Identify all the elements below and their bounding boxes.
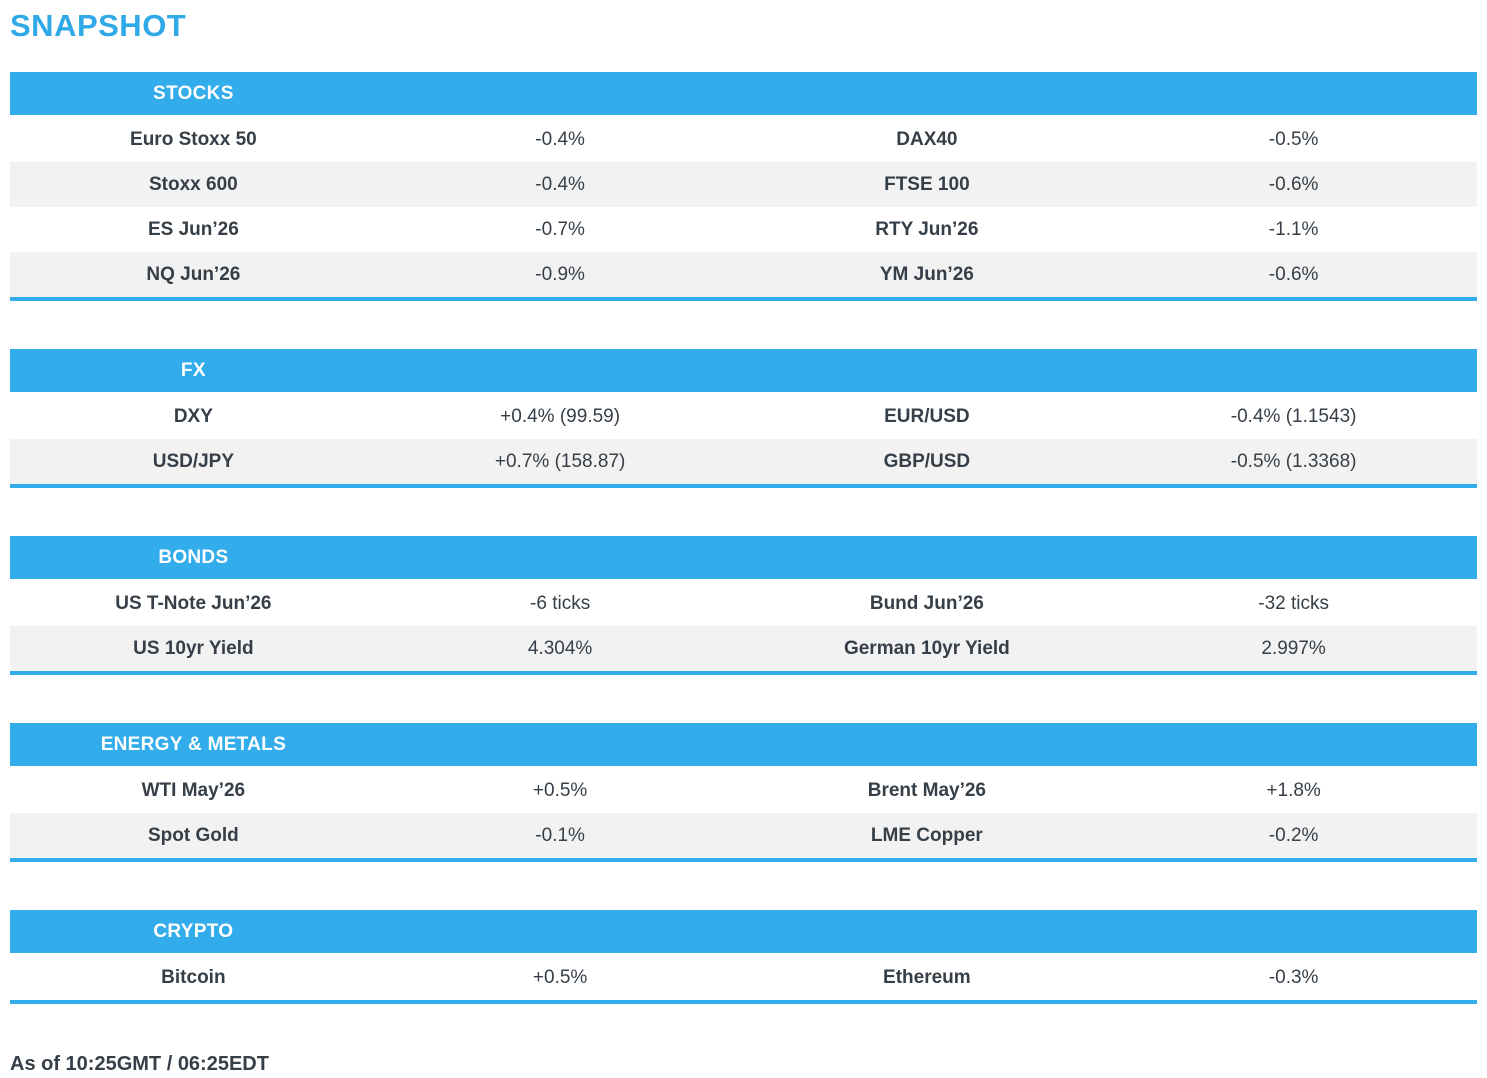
instrument-change: -0.2%: [1268, 824, 1319, 846]
instrument-name: Bund Jun’26: [869, 592, 984, 614]
section-header: BONDS: [10, 536, 1477, 579]
table-row: WTI May’26 +0.5% Brent May’26 +1.8%: [10, 768, 1477, 813]
section-title: BONDS: [158, 546, 229, 568]
instrument-change: -32 ticks: [1258, 592, 1329, 614]
instrument-name: YM Jun’26: [879, 263, 974, 285]
instrument-change: -0.4% (1.1543): [1230, 405, 1357, 427]
table-row: US T-Note Jun’26 -6 ticks Bund Jun’26 -32 t…: [10, 581, 1477, 626]
table-row: ES Jun’26 -0.7% RTY Jun’26 -1.1%: [10, 207, 1477, 252]
instrument-change: -0.6%: [1268, 263, 1319, 285]
section-fx: FX DXY +0.4% (99.59) EUR/USD -0.4% (1.1543)…: [10, 349, 1477, 488]
instrument-change: -0.9%: [535, 263, 585, 285]
instrument-change: -0.7%: [535, 218, 585, 240]
section-crypto: CRYPTO Bitcoin +0.5% Ethereum -0.3%: [10, 910, 1477, 1004]
table-row: Stoxx 600 -0.4% FTSE 100 -0.6%: [10, 162, 1477, 207]
instrument-change: +0.4% (99.59): [500, 405, 621, 427]
instrument-name: WTI May’26: [141, 779, 246, 801]
section-header: ENERGY & METALS: [10, 723, 1477, 766]
table-row: DXY +0.4% (99.59) EUR/USD -0.4% (1.1543): [10, 394, 1477, 439]
section-rows: DXY +0.4% (99.59) EUR/USD -0.4% (1.1543) US…: [10, 394, 1477, 488]
instrument-name: Brent May’26: [867, 779, 987, 801]
instrument-change: -6 ticks: [530, 592, 591, 614]
section-rows: Euro Stoxx 50 -0.4% DAX40 -0.5% Stoxx 600 -0…: [10, 117, 1477, 301]
instrument-change: -0.5% (1.3368): [1230, 450, 1357, 472]
instrument-name: Bitcoin: [161, 966, 226, 988]
sections: STOCKS Euro Stoxx 50 -0.4% DAX40 -0.5% Stox…: [10, 72, 1477, 1004]
table-row: USD/JPY +0.7% (158.87) GBP/USD -0.5% (1.336…: [10, 439, 1477, 484]
instrument-name: Euro Stoxx 50: [130, 128, 257, 150]
instrument-name: GBP/USD: [883, 450, 971, 472]
instrument-name: FTSE 100: [884, 173, 970, 195]
instrument-change: -0.4%: [535, 128, 585, 150]
table-row: Bitcoin +0.5% Ethereum -0.3%: [10, 955, 1477, 1000]
instrument-change: -0.5%: [1268, 128, 1319, 150]
instrument-change: 4.304%: [527, 637, 593, 659]
section-title: ENERGY & METALS: [100, 733, 287, 755]
instrument-name: German 10yr Yield: [843, 637, 1010, 659]
instrument-change: +1.8%: [1266, 779, 1321, 801]
instrument-change: +0.5%: [532, 779, 588, 801]
instrument-name: Stoxx 600: [149, 173, 238, 195]
instrument-name: USD/JPY: [152, 450, 235, 472]
table-row: Euro Stoxx 50 -0.4% DAX40 -0.5%: [10, 117, 1477, 162]
instrument-name: US T-Note Jun’26: [115, 592, 272, 614]
instrument-change: -0.6%: [1268, 173, 1319, 195]
section-stocks: STOCKS Euro Stoxx 50 -0.4% DAX40 -0.5% Stox…: [10, 72, 1477, 301]
instrument-name: US 10yr Yield: [133, 637, 254, 659]
section-energy-metals: ENERGY & METALS WTI May’26 +0.5% Brent May…: [10, 723, 1477, 862]
instrument-change: -0.3%: [1268, 966, 1319, 988]
instrument-name: RTY Jun’26: [875, 218, 979, 240]
instrument-name: ES Jun’26: [147, 218, 239, 240]
section-title: CRYPTO: [153, 920, 234, 942]
instrument-name: EUR/USD: [884, 405, 970, 427]
page-title: SNAPSHOT: [10, 8, 187, 43]
instrument-change: -0.1%: [535, 824, 585, 846]
section-rows: US T-Note Jun’26 -6 ticks Bund Jun’26 -32 t…: [10, 581, 1477, 675]
instrument-name: DXY: [173, 405, 213, 427]
instrument-change: 2.997%: [1261, 637, 1326, 659]
instrument-name: Ethereum: [883, 966, 971, 988]
section-rows: WTI May’26 +0.5% Brent May’26 +1.8% Spot Go…: [10, 768, 1477, 862]
section-title: STOCKS: [153, 82, 234, 104]
instrument-name: NQ Jun’26: [146, 263, 241, 285]
section-header: FX: [10, 349, 1477, 392]
section-bonds: BONDS US T-Note Jun’26 -6 ticks Bund Jun’2…: [10, 536, 1477, 675]
section-rows: Bitcoin +0.5% Ethereum -0.3%: [10, 955, 1477, 1004]
section-header: CRYPTO: [10, 910, 1477, 953]
instrument-change: +0.5%: [532, 966, 588, 988]
instrument-change: -0.4%: [535, 173, 585, 195]
section-header: STOCKS: [10, 72, 1477, 115]
table-row: NQ Jun’26 -0.9% YM Jun’26 -0.6%: [10, 252, 1477, 297]
instrument-change: -1.1%: [1268, 218, 1319, 240]
table-row: Spot Gold -0.1% LME Copper -0.2%: [10, 813, 1477, 858]
instrument-name: LME Copper: [870, 824, 983, 846]
instrument-name: DAX40: [896, 128, 958, 150]
timestamp: As of 10:25GMT / 06:25EDT: [10, 1053, 269, 1075]
section-title: FX: [180, 359, 206, 381]
instrument-change: +0.7% (158.87): [494, 450, 626, 472]
table-row: US 10yr Yield 4.304% German 10yr Yield 2.99…: [10, 626, 1477, 671]
instrument-name: Spot Gold: [147, 824, 239, 846]
